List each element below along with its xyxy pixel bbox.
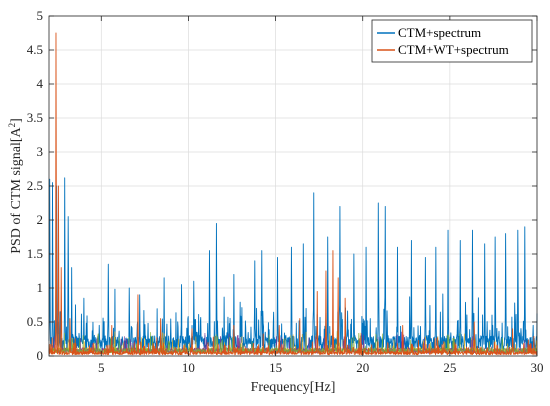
y-axis-label-text: PSD of CTM signal[A xyxy=(9,127,24,254)
x-axis-label: Frequency[Hz] xyxy=(251,380,336,395)
y-tick-label: 3 xyxy=(37,144,44,159)
legend-label-ctm-spectrum: CTM+spectrum xyxy=(398,25,481,40)
y-tick-label: 4.5 xyxy=(27,42,43,57)
x-tick-label: 30 xyxy=(531,360,544,375)
y-tick-label: 4 xyxy=(37,76,44,91)
series-line-ctm-wt-spectrum xyxy=(48,32,538,356)
y-tick-label: 1 xyxy=(37,280,44,295)
grid xyxy=(49,15,538,357)
y-axis-label-close: ] xyxy=(9,118,24,123)
series-layer xyxy=(48,32,538,356)
y-tick-label: 5 xyxy=(37,8,44,23)
legend: CTM+spectrum CTM+WT+spectrum xyxy=(371,19,533,63)
x-tick-label: 20 xyxy=(356,360,369,375)
x-tick-label: 15 xyxy=(269,360,282,375)
y-tick-label: 2 xyxy=(37,212,44,227)
y-tick-label: 2.5 xyxy=(27,178,43,193)
legend-label-ctm-wt-spectrum: CTM+WT+spectrum xyxy=(398,42,509,57)
y-tick-label: 0 xyxy=(37,348,44,363)
legend-box xyxy=(371,19,533,63)
ticks: 5 10 15 20 25 30 0 0.5 1 1.5 2 2.5 3 3.5 4 4.5 5 xyxy=(27,8,544,375)
y-tick-label: 0.5 xyxy=(27,314,43,329)
y-tick-label: 3.5 xyxy=(27,110,43,125)
y-axis-label: PSD of CTM signal[A2] xyxy=(7,118,24,254)
x-tick-label: 25 xyxy=(443,360,456,375)
y-axis-label-superscript: 2 xyxy=(7,123,17,128)
x-tick-label: 5 xyxy=(98,360,105,375)
y-tick-label: 1.5 xyxy=(27,246,43,261)
x-tick-label: 10 xyxy=(182,360,195,375)
